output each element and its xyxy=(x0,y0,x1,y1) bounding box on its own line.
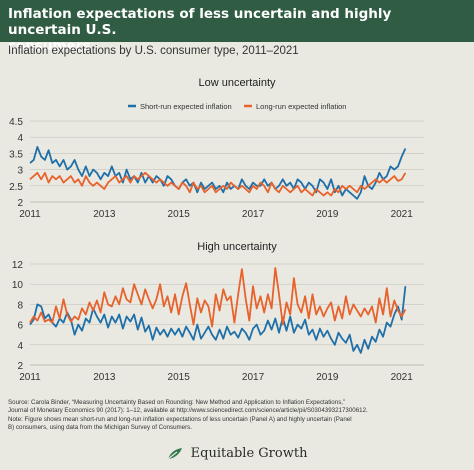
y-tick-label: 4.5 xyxy=(9,117,23,128)
logo: Equitable Growth xyxy=(0,446,474,461)
legend: Short-run expected inflation Long-run exp… xyxy=(128,102,346,111)
chart-subtitle: Inflation expectations by U.S. consumer … xyxy=(8,45,299,57)
legend-label: Long-run expected inflation xyxy=(256,102,346,111)
series-line-long-run xyxy=(29,171,407,197)
series-line-long-run xyxy=(29,267,407,328)
x-tick-label: 2011 xyxy=(19,372,41,383)
x-tick-label: 2019 xyxy=(316,372,339,383)
chart-title-line1: Inflation expectations of less uncertain… xyxy=(8,6,392,38)
y-tick-label: 10 xyxy=(12,280,24,291)
y-tick-label: 2 xyxy=(17,198,23,209)
note-line-3: Note: Figure shows mean short-run and lo… xyxy=(8,415,352,423)
y-tick-label: 12 xyxy=(12,260,24,271)
x-tick-label: 2013 xyxy=(93,209,116,220)
x-tick-label: 2021 xyxy=(391,372,414,383)
panel-2: High uncertainty 2 4 6 8 10 12 2011 2013 2015 2017… xyxy=(12,241,424,383)
x-tick-label: 2013 xyxy=(93,372,116,383)
x-tick-label: 2017 xyxy=(242,209,265,220)
panel-1: Low uncertainty 2 2.5 3 3.5 4 4.5 2011 2013 2015 2… xyxy=(9,77,424,220)
x-tick-label: 2019 xyxy=(316,209,339,220)
y-tick-label: 4 xyxy=(17,133,23,144)
y-tick-label: 4 xyxy=(17,341,23,352)
chart-title-bar: Inflation expectations of less uncertain… xyxy=(0,0,474,54)
y-tick-label: 3.5 xyxy=(9,149,23,160)
chart-title-line2: consumers xyxy=(8,38,91,54)
x-tick-label: 2015 xyxy=(168,209,191,220)
panel-title: Low uncertainty xyxy=(198,77,276,89)
x-tick-label: 2017 xyxy=(242,372,265,383)
series-line-short-run xyxy=(29,286,407,354)
y-tick-label: 3 xyxy=(17,166,23,177)
x-tick-label: 2021 xyxy=(391,209,414,220)
y-tick-label: 6 xyxy=(17,321,23,332)
note-line-1: Source: Carola Binder, “Measuring Uncert… xyxy=(8,399,346,406)
equitable-growth-leaf-icon xyxy=(167,447,182,459)
charts-container: Low uncertainty 2 2.5 3 3.5 4 4.5 2011 2013 2015 2… xyxy=(9,77,424,383)
logo-text: Equitable Growth xyxy=(190,446,308,461)
source-notes: Source: Carola Binder, “Measuring Uncert… xyxy=(8,399,468,433)
y-tick-label: 2.5 xyxy=(9,182,23,193)
y-tick-label: 2 xyxy=(17,361,23,372)
series-line-short-run xyxy=(29,146,407,200)
legend-label: Short-run expected inflation xyxy=(140,102,232,111)
y-tick-label: 8 xyxy=(17,300,23,311)
note-line-2: Journal of Monetary Economics 90 (2017):… xyxy=(8,407,368,415)
x-tick-label: 2015 xyxy=(168,372,191,383)
x-tick-label: 2011 xyxy=(19,209,41,220)
panel-title: High uncertainty xyxy=(197,241,277,253)
note-line-4: B) consumers, using data from the Michig… xyxy=(8,424,192,432)
